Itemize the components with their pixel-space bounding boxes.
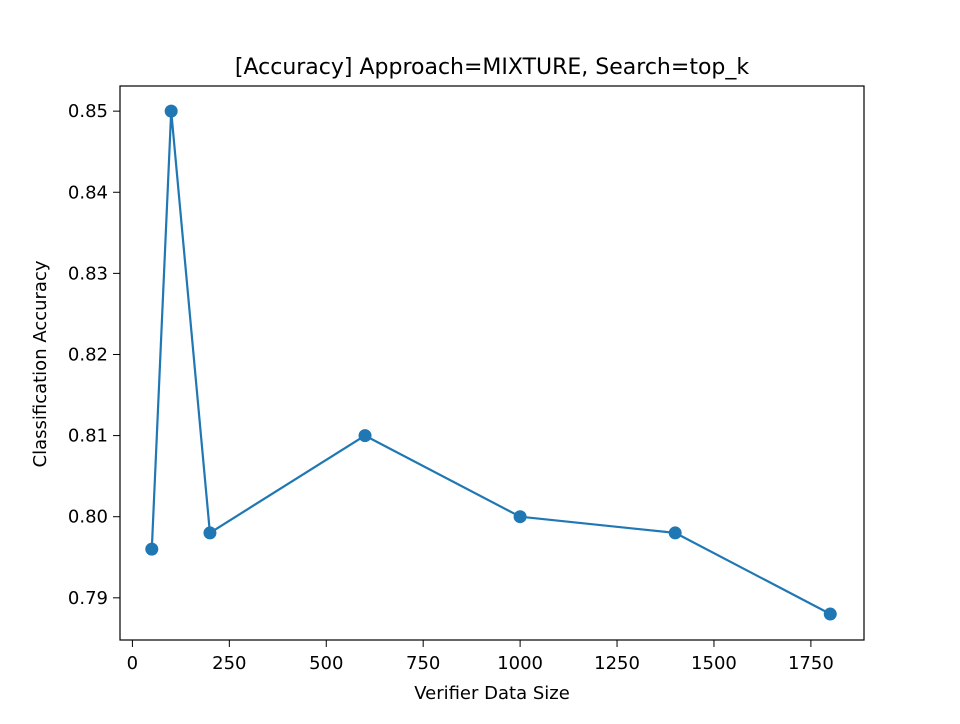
y-tick-label: 0.80 [68,507,108,528]
x-tick-label: 250 [212,653,246,674]
y-tick-label: 0.84 [68,182,108,203]
x-tick-label: 1500 [691,653,737,674]
chart-title: [Accuracy] Approach=MIXTURE, Search=top_… [235,55,749,80]
y-tick-label: 0.79 [68,588,108,609]
y-axis-label: Classification Accuracy [30,260,51,467]
y-tick-label: 0.85 [68,101,108,122]
data-point [358,429,372,443]
x-axis-label: Verifier Data Size [414,683,570,704]
x-tick-label: 750 [406,653,440,674]
x-tick-label: 1250 [594,653,640,674]
x-tick-label: 1000 [497,653,543,674]
data-point [164,104,178,118]
y-tick-label: 0.81 [68,426,108,447]
data-point [203,526,217,540]
data-point [668,526,682,540]
x-tick-label: 0 [127,653,138,674]
x-tick-label: 1750 [788,653,834,674]
x-tick-label: 500 [309,653,343,674]
data-point [145,542,159,556]
y-tick-label: 0.83 [68,263,108,284]
data-point [513,510,527,524]
plot-area [119,85,865,641]
x-axis-ticks: 0 250 500 750 1000 1250 1500 1750 [127,640,834,674]
data-point [823,607,837,621]
y-axis-ticks: 0.79 0.80 0.81 0.82 0.83 0.84 0.85 [68,101,120,609]
y-tick-label: 0.82 [68,344,108,365]
plot-frame [119,85,865,641]
